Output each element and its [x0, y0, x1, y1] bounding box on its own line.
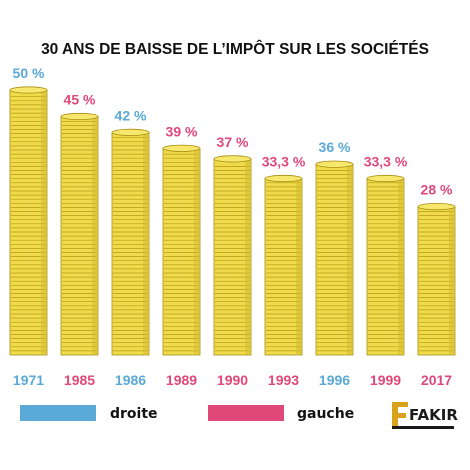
bar-1989	[162, 144, 201, 356]
bar-1993	[264, 174, 303, 356]
year-label-2017: 2017	[421, 372, 452, 388]
bar-top-coin	[162, 144, 201, 152]
bar-top-coin	[213, 155, 252, 163]
bar-body	[264, 178, 303, 356]
bar-shade	[194, 148, 199, 355]
bar-1999	[366, 174, 405, 356]
bar-body	[9, 89, 48, 356]
value-label-1990: 37 %	[217, 134, 249, 150]
value-label-1986: 42 %	[115, 107, 147, 123]
bar-shade	[92, 116, 97, 355]
bars-group: 50 % 1971 45 % 1985 42 % 1986 39 % 1989 37 % 1990…	[9, 65, 456, 388]
year-label-1985: 1985	[64, 372, 95, 388]
legend-label-gauche: gauche	[297, 406, 354, 422]
legend-label-droite: droite	[110, 406, 158, 422]
year-label-1996: 1996	[319, 372, 350, 388]
bar-1986	[111, 128, 150, 356]
bar-top-coin	[60, 112, 99, 121]
bar-top-coin	[264, 174, 303, 183]
bar-shade	[347, 164, 352, 355]
year-label-1990: 1990	[217, 372, 248, 388]
value-label-1989: 39 %	[166, 123, 198, 139]
legend-swatch-droite	[20, 405, 96, 421]
bar-body	[315, 163, 354, 356]
legend: droite gauche	[20, 405, 354, 422]
bar-top-coin	[111, 128, 150, 136]
legend-swatch-gauche	[208, 405, 284, 421]
bar-shade	[449, 206, 454, 355]
value-label-2017: 28 %	[421, 182, 453, 198]
year-label-1971: 1971	[13, 372, 44, 388]
bar-top-coin	[9, 86, 48, 94]
year-label-1989: 1989	[166, 372, 197, 388]
bar-1985	[60, 112, 99, 356]
bar-1996	[315, 160, 354, 356]
value-label-1971: 50 %	[13, 65, 45, 81]
bar-shade	[143, 132, 148, 355]
chart-title: 30 ANS DE BAISSE DE L’IMPÔT SUR LES SOCI…	[41, 40, 429, 58]
bar-top-coin	[315, 160, 354, 168]
value-label-1993: 33,3 %	[262, 154, 306, 170]
bar-shade	[245, 158, 250, 355]
logo-f-mark	[392, 402, 408, 428]
year-label-1999: 1999	[370, 372, 401, 388]
fakir-logo: FAKIR	[387, 398, 458, 432]
bar-1990	[213, 155, 252, 356]
bar-1971	[9, 86, 48, 356]
bar-2017	[417, 203, 456, 356]
bar-shade	[398, 178, 403, 355]
logo-text: FAKIR	[409, 406, 458, 424]
bar-top-coin	[417, 203, 456, 211]
bar-shade	[296, 178, 301, 355]
bar-shade	[41, 90, 46, 355]
value-label-1996: 36 %	[319, 139, 351, 155]
year-label-1986: 1986	[115, 372, 146, 388]
year-label-1993: 1993	[268, 372, 299, 388]
value-label-1999: 33,3 %	[364, 154, 408, 170]
logo-tagline-bar	[392, 426, 454, 429]
bar-top-coin	[366, 174, 405, 183]
value-label-1985: 45 %	[64, 92, 96, 108]
